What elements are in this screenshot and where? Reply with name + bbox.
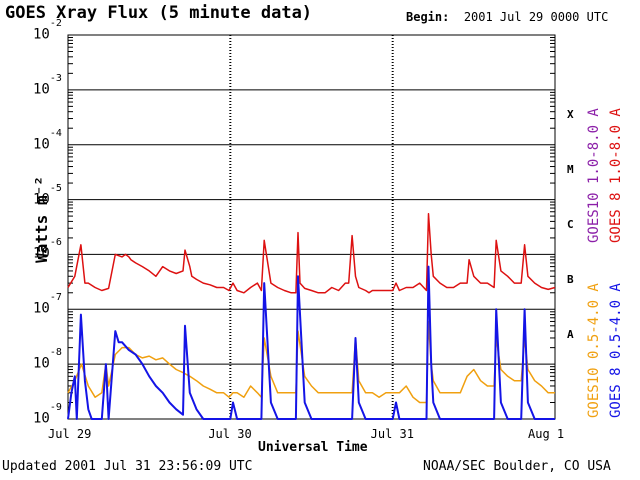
day-separators xyxy=(229,35,394,419)
minor-ticks xyxy=(68,37,555,403)
decade-gridlines xyxy=(68,89,555,365)
updated-label: Updated xyxy=(2,459,57,474)
y-tick-label: 10-6 xyxy=(33,237,62,263)
x-tick-label: Jul 30 xyxy=(208,427,252,441)
series-line-2 xyxy=(67,320,555,404)
updated-timestamp: Updated 2001 Jul 31 23:56:09 UTC xyxy=(2,459,252,474)
y-tick-label: 10-4 xyxy=(33,127,62,153)
flare-class-x: X xyxy=(567,108,574,121)
y-tick-label: 10-8 xyxy=(33,347,62,372)
series-layer xyxy=(67,213,556,420)
x-tick-label: Jul 31 xyxy=(370,427,415,441)
begin-label: Begin: xyxy=(406,10,450,24)
credit-text: NOAA/SEC Boulder, CO USA xyxy=(423,459,611,474)
begin-value: 2001 Jul 29 0000 UTC xyxy=(463,10,609,24)
y-tick-label: 10-2 xyxy=(33,18,62,43)
legend-entry-3: GOES 8 0.5-4.0 A xyxy=(608,283,624,418)
y-tick-label: 10-5 xyxy=(33,182,62,208)
series-line-3 xyxy=(67,265,555,420)
x-axis-title: Universal Time xyxy=(258,440,368,455)
flare-class-c: C xyxy=(567,218,574,231)
y-tick-label: 10-9 xyxy=(33,402,62,427)
x-tick-label: Aug 1 xyxy=(528,427,565,441)
series-line-1 xyxy=(67,213,556,294)
updated-value: 2001 Jul 31 23:56:09 UTC xyxy=(64,459,253,474)
y-axis-title: Watts m⁻² xyxy=(31,176,51,263)
legend-entry-0: GOES10 1.0-8.0 A xyxy=(586,108,602,243)
flare-class-b: B xyxy=(567,273,574,286)
y-tick-label: 10-7 xyxy=(33,292,62,317)
chart-title: GOES Xray Flux (5 minute data) xyxy=(5,3,313,23)
legend-entry-1: GOES 8 1.0-8.0 A xyxy=(608,108,624,243)
flare-class-m: M xyxy=(567,163,574,176)
legend-entry-2: GOES10 0.5-4.0 A xyxy=(586,283,602,418)
flare-class-a: A xyxy=(567,328,574,341)
x-tick-label: Jul 29 xyxy=(48,427,92,441)
begin-time: Begin: 2001 Jul 29 0000 UTC xyxy=(406,10,608,24)
y-tick-label: 10-3 xyxy=(33,72,62,98)
